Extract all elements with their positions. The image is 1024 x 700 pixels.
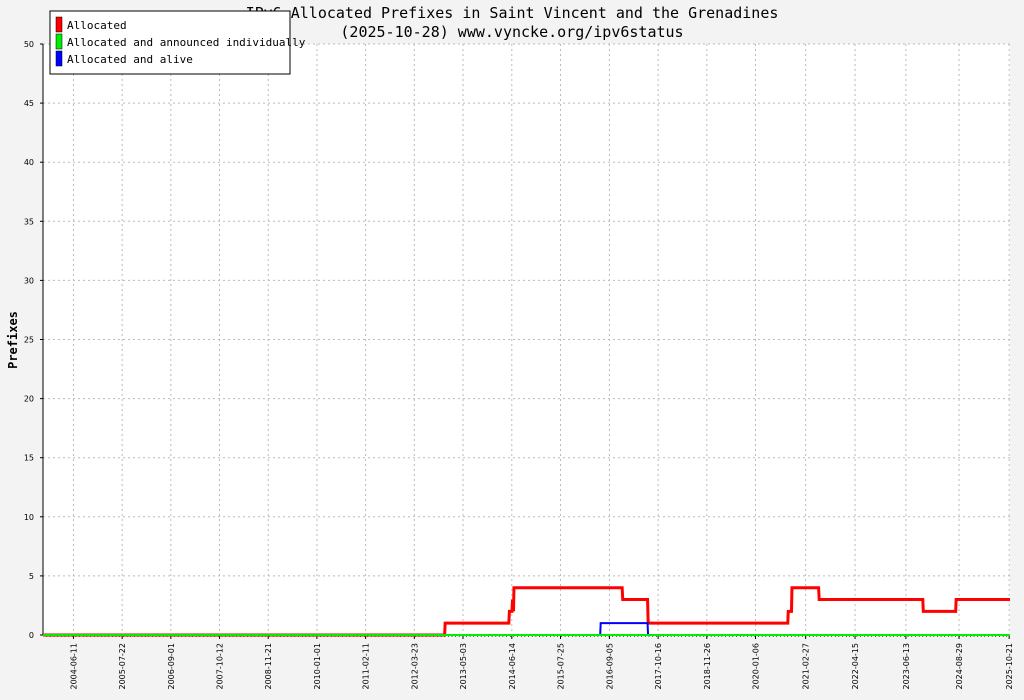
y-tick-label: 30	[24, 276, 34, 285]
x-tick-label: 2017-10-16	[654, 643, 663, 690]
x-tick-label: 2016-09-05	[605, 643, 614, 690]
legend: Allocated Allocated and announced indivi…	[49, 10, 306, 75]
x-tick-label: 2007-10-12	[216, 643, 225, 690]
x-tick-label: 2006-09-01	[167, 643, 176, 690]
legend-swatch-announced	[55, 33, 63, 50]
y-tick-label: 40	[24, 158, 34, 167]
legend-swatch-alive	[55, 50, 63, 67]
legend-swatch-allocated	[55, 16, 63, 33]
legend-label-announced: Allocated and announced individually	[67, 36, 306, 49]
y-tick-label: 50	[24, 40, 34, 49]
x-tick-label: 2014-06-14	[508, 643, 517, 690]
y-tick-label: 10	[24, 513, 34, 522]
y-tick-label: 35	[24, 217, 34, 226]
y-tick-label: 15	[24, 454, 34, 463]
series-layer	[43, 586, 1010, 637]
x-tick-label: 2012-03-23	[410, 643, 419, 690]
x-tick-label: 2011-02-11	[362, 643, 371, 690]
x-tick-label: 2025-10-21	[1005, 643, 1014, 690]
x-tick-label: 2015-07-25	[557, 643, 566, 690]
y-tick-label: 0	[29, 631, 34, 640]
legend-box	[49, 10, 291, 75]
chart-title: IPv6 Allocated Prefixes in Saint Vincent…	[246, 4, 779, 22]
x-tick-label: 2022-04-15	[851, 643, 860, 690]
legend-label-allocated: Allocated	[67, 19, 127, 32]
legend-label-alive: Allocated and alive	[67, 53, 193, 66]
x-tick-label: 2004-06-11	[69, 643, 78, 690]
x-tick-label: 2018-11-26	[703, 643, 712, 690]
y-tick-label: 45	[24, 99, 34, 108]
x-tick-label: 2010-01-01	[313, 643, 322, 690]
x-tick-label: 2023-06-13	[902, 643, 911, 690]
y-tick-label: 25	[24, 336, 34, 345]
x-tick-label: 2024-08-29	[955, 643, 964, 690]
y-tick-label: 5	[29, 572, 34, 581]
y-axis-label: Prefixes	[6, 311, 20, 369]
x-tick-label: 2008-11-21	[264, 643, 273, 690]
x-tick-label: 2005-07-22	[118, 643, 127, 690]
x-tick-label: 2020-01-06	[752, 643, 761, 690]
series-line-allocated	[43, 586, 1010, 637]
x-tick-label: 2021-02-27	[802, 643, 811, 690]
chart-subtitle: (2025-10-28) www.vyncke.org/ipv6status	[340, 23, 683, 41]
y-tick-label: 20	[24, 395, 34, 404]
x-tick-label: 2013-05-03	[459, 643, 468, 690]
grid-layer	[43, 43, 1010, 635]
